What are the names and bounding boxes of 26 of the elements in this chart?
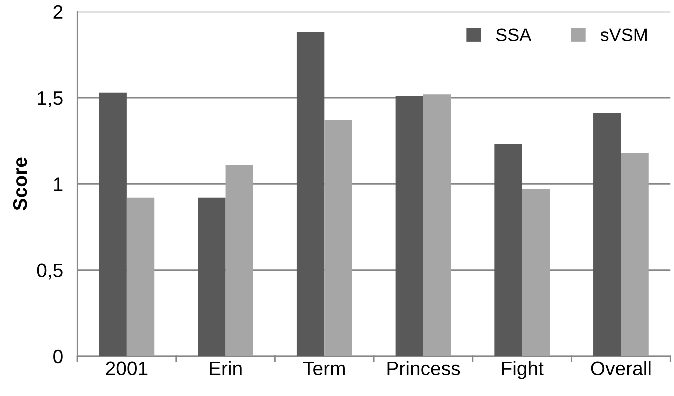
legend-label: sVSM xyxy=(600,28,647,42)
bar xyxy=(423,94,452,356)
bar xyxy=(99,92,127,356)
x-tick-label: Fight xyxy=(502,361,544,380)
y-tick-label: 1,5 xyxy=(38,92,63,108)
x-tick-label: Term xyxy=(303,362,345,376)
bar xyxy=(296,32,325,356)
bar xyxy=(522,189,550,356)
y-tick-label: 1 xyxy=(54,178,63,192)
bar xyxy=(494,144,522,356)
bar xyxy=(594,114,622,356)
legend-label: SSA xyxy=(496,28,532,42)
y-axis-title: Score xyxy=(13,158,28,211)
y-tick-label: 2 xyxy=(54,5,63,19)
bar xyxy=(621,153,649,356)
x-tick-label: Overall xyxy=(591,361,651,376)
y-tick-label: 0,5 xyxy=(37,264,63,280)
bar xyxy=(126,198,155,356)
bar xyxy=(324,120,352,356)
bar xyxy=(396,96,424,356)
x-tick-label: Erin xyxy=(210,361,242,376)
bar xyxy=(226,165,254,356)
x-tick-label: 2001 xyxy=(106,362,148,376)
bar xyxy=(198,198,226,356)
y-tick-label: 0 xyxy=(54,350,63,364)
x-tick-label: Princess xyxy=(388,361,460,376)
